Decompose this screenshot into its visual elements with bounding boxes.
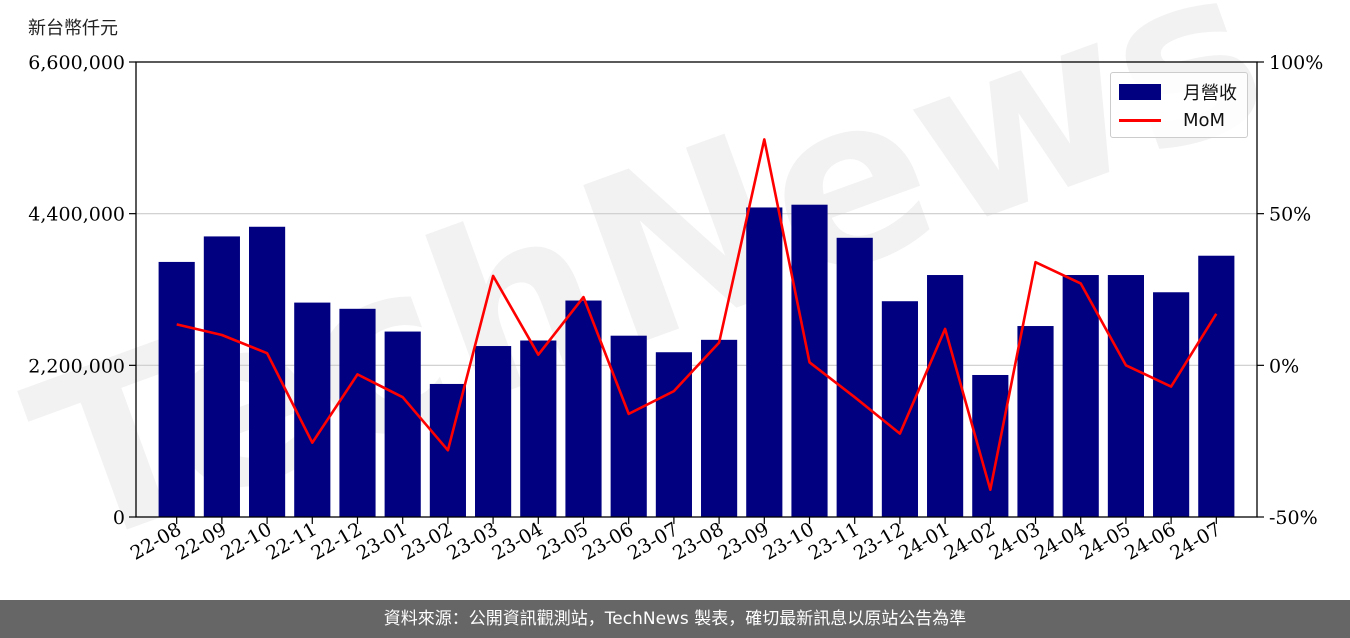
bar-23-04 [520,340,557,517]
left-tick-label-3: 6,600,000 [28,52,125,74]
unit-label: 新台幣仟元 [28,18,118,39]
x-tick-label-23-05: 23-05 [534,518,592,564]
x-tick-label-23-07: 23-07 [624,518,682,564]
plot-frame [135,61,1258,518]
x-tick-label-24-05: 24-05 [1076,518,1134,564]
right-tick-label-3: 100% [1269,52,1323,74]
x-tick-label-23-12: 23-12 [850,518,908,564]
bar-22-12 [339,308,376,517]
left-tick-label-0: 0 [113,507,125,529]
bar-23-03 [475,346,512,517]
x-tick-label-23-06: 23-06 [579,518,637,564]
x-tick-label-24-06: 24-06 [1121,518,1179,564]
bar-23-06 [610,335,647,517]
left-axis: 0 2,200,000 4,400,000 6,600,000 [28,52,136,529]
x-tick-label-23-08: 23-08 [669,518,727,564]
x-tick-label-22-12: 22-12 [308,518,366,564]
x-tick-label-23-03: 23-03 [443,518,501,564]
bar-23-09 [746,207,783,517]
right-tick-label-2: 50% [1269,204,1311,226]
left-tick-label-1: 2,200,000 [28,355,125,377]
bar-22-08 [158,261,195,517]
legend-label-revenue: 月營收 [1183,83,1237,104]
bar-22-10 [249,226,286,518]
mom-line [176,138,1218,492]
x-tick-label-23-04: 23-04 [488,518,546,564]
bar-24-07 [1198,255,1235,517]
x-tick-label-23-09: 23-09 [714,518,772,564]
x-tick-label-23-01: 23-01 [353,518,411,564]
mom-series-line [176,138,1218,492]
technews-watermark: TechNews [1,0,1295,600]
bar-23-05 [565,300,602,517]
bar-24-01 [927,275,964,517]
revenue-bars [158,204,1235,518]
x-tick-label-24-07: 24-07 [1166,518,1224,564]
bar-24-05 [1107,275,1144,517]
x-tick-label-24-01: 24-01 [895,518,953,564]
x-tick-label-23-11: 23-11 [805,518,863,564]
right-tick-label-0: -50% [1269,507,1318,529]
x-tick-label-23-10: 23-10 [760,518,818,564]
legend-swatch-revenue [1119,84,1161,100]
legend-item-mom: MoM [1119,107,1225,133]
bar-23-12 [881,301,918,517]
bar-23-08 [701,339,738,517]
bar-24-04 [1062,275,1099,517]
bar-22-09 [203,236,240,517]
left-tick-label-2: 4,400,000 [28,204,125,226]
x-tick-label-24-02: 24-02 [940,518,998,564]
source-footer: 資料來源：公開資訊觀測站，TechNews 製表，確切最新訊息以原站公告為準 [0,600,1350,638]
x-tick-label-24-04: 24-04 [1031,518,1089,564]
legend-item-revenue: 月營收 [1119,79,1237,105]
legend: 月營收 MoM [1110,72,1248,138]
bar-24-03 [1017,326,1054,517]
legend-label-mom: MoM [1183,109,1226,131]
legend-swatch-mom [1119,118,1161,122]
right-tick-label-1: 0% [1269,355,1299,377]
x-tick-label-23-02: 23-02 [398,518,456,564]
bar-24-06 [1153,292,1190,517]
right-axis: -50% 0% 50% 100% [1257,52,1323,529]
revenue-chart: TechNews 0 2,200,000 4,400,000 6,600,000 -5… [1,0,1323,600]
bar-23-01 [384,331,421,517]
x-tick-label-24-03: 24-03 [986,518,1044,564]
bar-23-11 [836,237,873,517]
bar-22-11 [294,302,331,517]
